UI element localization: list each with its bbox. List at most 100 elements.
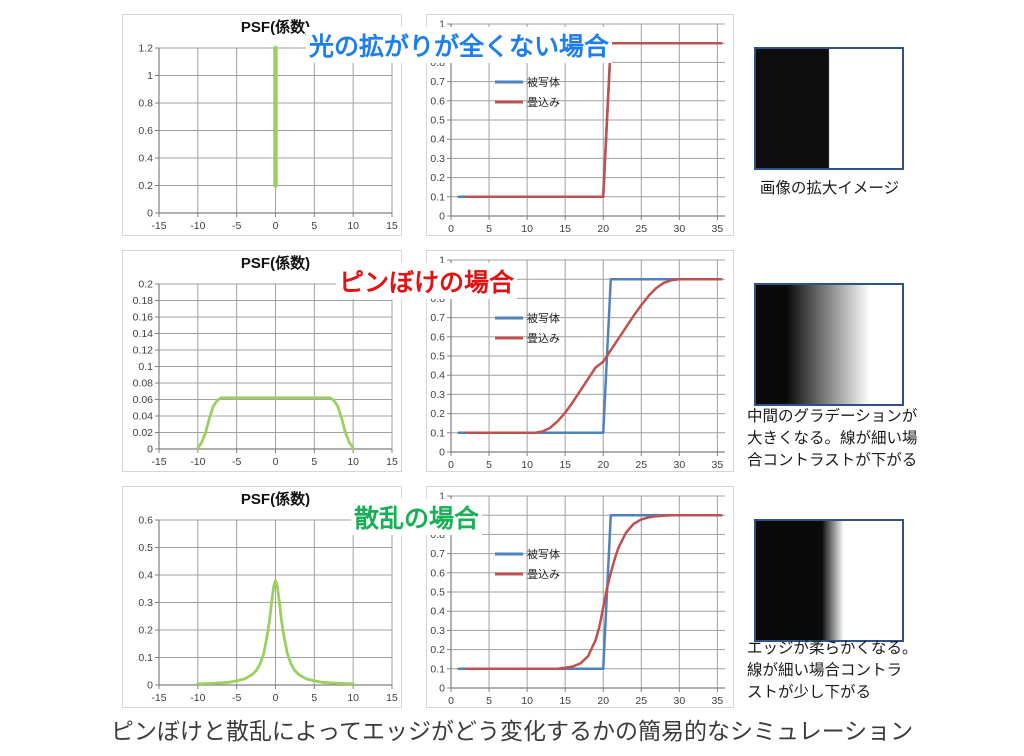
edge-image-soft [754,519,904,642]
case-title-scatter: 散乱の場合 [351,499,483,535]
svg-text:0.7: 0.7 [430,548,445,560]
svg-text:1: 1 [439,491,445,503]
svg-text:0: 0 [448,223,454,235]
svg-text:0.1: 0.1 [430,191,445,203]
svg-text:25: 25 [635,223,647,235]
svg-text:畳込み: 畳込み [527,332,560,345]
image-caption-gradient: 中間のグラデーションが 大きくなる。線が細い場 合コントラストが下がる [747,406,937,472]
svg-text:-5: -5 [232,456,241,468]
svg-text:15: 15 [559,459,571,471]
svg-text:PSF(係数): PSF(係数) [241,254,310,272]
svg-text:20: 20 [597,695,609,707]
edge-image-sharp [754,47,904,170]
svg-text:0.14: 0.14 [133,328,154,340]
svg-text:0.5: 0.5 [138,542,153,554]
svg-text:35: 35 [712,459,724,471]
svg-text:0.3: 0.3 [430,625,445,637]
svg-text:0.1: 0.1 [430,663,445,675]
svg-text:20: 20 [597,459,609,471]
svg-text:0.5: 0.5 [430,587,445,599]
svg-text:0.4: 0.4 [430,370,445,382]
caption-line: 合コントラストが下がる [747,452,918,469]
caption-line: 線が細い場合コントラ [747,662,903,679]
svg-text:-10: -10 [190,456,205,468]
svg-text:10: 10 [521,695,533,707]
svg-text:0.6: 0.6 [138,515,153,527]
case-title-defocus: ピンぼけの場合 [336,263,518,299]
svg-text:0.2: 0.2 [430,172,445,184]
svg-text:5: 5 [311,220,317,232]
svg-text:15: 15 [559,223,571,235]
svg-text:5: 5 [486,459,492,471]
svg-text:30: 30 [673,695,685,707]
svg-text:0.2: 0.2 [430,644,445,656]
svg-text:-10: -10 [190,220,205,232]
svg-text:0.6: 0.6 [430,95,445,107]
svg-text:0: 0 [448,459,454,471]
svg-text:0.04: 0.04 [133,411,154,423]
svg-text:0.4: 0.4 [430,134,445,146]
svg-text:0: 0 [273,692,279,704]
svg-text:畳込み: 畳込み [527,568,560,581]
caption-line: ストが少し下がる [747,684,872,701]
svg-text:0.3: 0.3 [430,153,445,165]
svg-text:0.6: 0.6 [430,331,445,343]
caption-line: 大きくなる。線が細い場 [747,430,918,447]
psf-scatter-plot: 0 0.1 0.2 0.3 0.4 0.5 0.6 -15 -10 -5 0 5 10 15 PSF(係数) [138,490,398,704]
svg-text:15: 15 [386,456,398,468]
image-caption-soft: エッジが柔らかくなる。 線が細い場合コントラ ストが少し下がる [747,638,937,704]
svg-text:0.3: 0.3 [138,597,153,609]
svg-text:20: 20 [597,223,609,235]
svg-text:5: 5 [486,223,492,235]
svg-text:0.16: 0.16 [133,312,154,324]
svg-text:10: 10 [521,223,533,235]
svg-text:0.1: 0.1 [138,361,153,373]
svg-text:1: 1 [439,255,445,267]
svg-text:25: 25 [635,695,647,707]
svg-text:30: 30 [673,223,685,235]
svg-text:0.4: 0.4 [138,570,153,582]
svg-text:0.18: 0.18 [133,295,154,307]
svg-text:5: 5 [486,695,492,707]
svg-text:0: 0 [147,208,153,220]
svg-text:-5: -5 [232,220,241,232]
caption-line: エッジが柔らかくなる。 [747,640,918,657]
svg-text:0: 0 [448,695,454,707]
svg-text:0.6: 0.6 [430,567,445,579]
svg-text:0: 0 [273,456,279,468]
svg-text:0.8: 0.8 [138,98,153,110]
svg-text:0: 0 [147,444,153,456]
svg-text:30: 30 [673,459,685,471]
svg-text:被写体: 被写体 [527,75,560,89]
svg-text:PSF(係数): PSF(係数) [241,18,310,36]
caption-line: 画像の拡大イメージ [759,180,900,197]
svg-text:1.2: 1.2 [138,43,153,55]
svg-text:0.7: 0.7 [430,76,445,88]
svg-text:-15: -15 [151,220,166,232]
svg-text:0.1: 0.1 [430,427,445,439]
svg-text:被写体: 被写体 [527,311,560,325]
svg-text:35: 35 [712,223,724,235]
svg-text:25: 25 [635,459,647,471]
svg-text:0.5: 0.5 [430,115,445,127]
svg-text:1: 1 [147,70,153,82]
svg-text:0.2: 0.2 [430,408,445,420]
svg-text:畳込み: 畳込み [527,96,560,109]
case-title-no-spread: 光の拡がりが全くない場合 [306,27,613,63]
svg-text:0: 0 [439,447,445,459]
svg-text:15: 15 [559,695,571,707]
svg-text:被写体: 被写体 [527,547,560,561]
svg-text:15: 15 [386,692,398,704]
svg-text:35: 35 [712,695,724,707]
edge-image-gradient [754,283,904,406]
svg-text:-5: -5 [232,692,241,704]
svg-text:-15: -15 [151,456,166,468]
svg-text:10: 10 [347,220,359,232]
svg-text:1: 1 [439,19,445,31]
svg-text:0.4: 0.4 [430,606,445,618]
svg-text:0: 0 [439,211,445,223]
svg-text:10: 10 [347,692,359,704]
svg-text:0.1: 0.1 [138,652,153,664]
svg-text:-15: -15 [151,692,166,704]
